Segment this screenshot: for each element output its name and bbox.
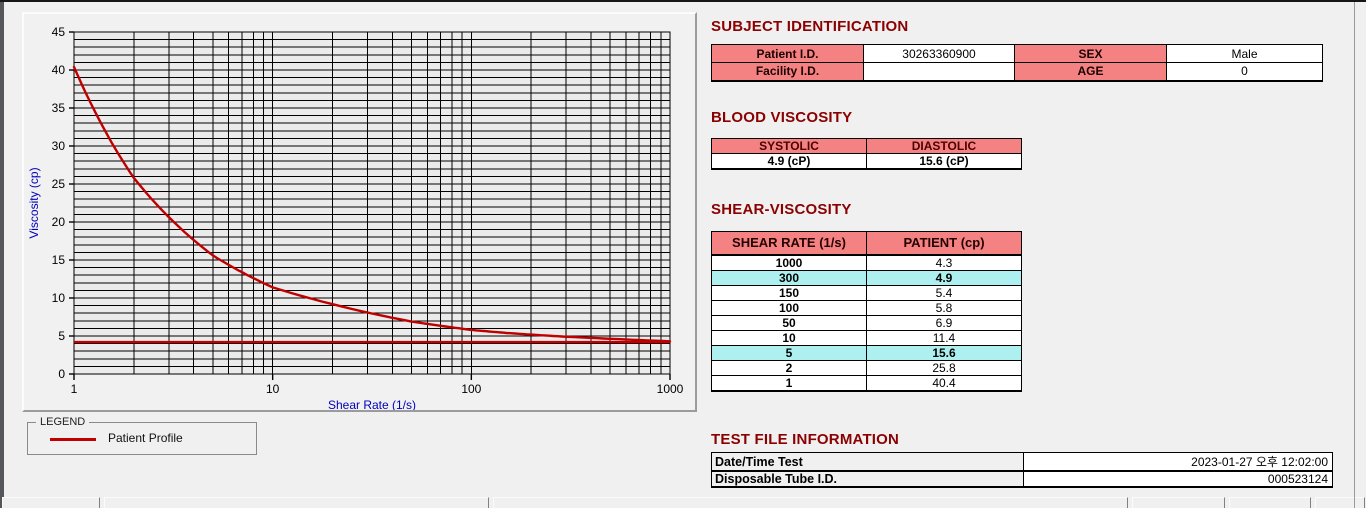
left-edge-strip xyxy=(0,2,4,508)
svg-text:0: 0 xyxy=(58,367,65,381)
right-edge-line xyxy=(1354,2,1355,508)
svg-text:1: 1 xyxy=(71,382,78,396)
shear-viscosity-row: 1 40.4 xyxy=(711,374,1022,391)
diastolic-value: 15.6 (cP) xyxy=(866,153,1022,170)
svg-text:40: 40 xyxy=(52,63,66,77)
bottom-panel-segment[interactable] xyxy=(104,497,489,508)
svg-text:Shear Rate (1/s): Shear Rate (1/s) xyxy=(328,398,416,410)
disposable-tube-id-label: Disposable Tube I.D. xyxy=(711,471,1024,488)
legend-title: LEGEND xyxy=(36,416,90,428)
svg-text:Viscosity (cp): Viscosity (cp) xyxy=(27,167,41,238)
shear-rate-cell: 1 xyxy=(711,374,867,391)
table-row: 4.9 (cP) 15.6 (cP) xyxy=(711,153,1022,170)
patient-cp-header: PATIENT (cp) xyxy=(866,231,1022,256)
facility-id-label: Facility I.D. xyxy=(711,62,864,81)
viscosity-chart: 0 5 10 15 20 25 30 35 40 45 1 10 100 1000 Shear Rate (… xyxy=(27,25,684,410)
svg-text:20: 20 xyxy=(52,215,66,229)
svg-text:35: 35 xyxy=(52,101,66,115)
bottom-panel-segment[interactable] xyxy=(2,497,100,508)
bottom-panel-segment[interactable] xyxy=(1132,497,1225,508)
diastolic-header: DIASTOLIC xyxy=(866,138,1022,154)
table-row: Date/Time Test 2023-01-27 오후 12:02:00 xyxy=(711,452,1333,472)
shear-viscosity-row: 5 15.6 xyxy=(711,344,1022,361)
patient-id-value: 30263360900 xyxy=(863,44,1015,63)
shear-rate-cell: 150 xyxy=(711,284,867,301)
shear-viscosity-table: SHEAR RATE (1/s) PATIENT (cp) 1000 4.3 300… xyxy=(711,231,1022,392)
table-row: Disposable Tube I.D. 000523124 xyxy=(711,471,1333,488)
patient-cp-cell: 4.9 xyxy=(866,269,1022,286)
shear-rate-cell: 300 xyxy=(711,269,867,286)
shear-viscosity-row: 1000 4.3 xyxy=(711,254,1022,271)
shear-rate-cell: 5 xyxy=(711,344,867,361)
patient-id-label: Patient I.D. xyxy=(711,44,864,63)
age-label: AGE xyxy=(1014,62,1167,81)
svg-text:5: 5 xyxy=(58,329,65,343)
shear-rate-cell: 2 xyxy=(711,359,867,376)
legend-line-sample xyxy=(50,438,96,441)
date-time-test-label: Date/Time Test xyxy=(711,452,1024,472)
patient-cp-cell: 4.3 xyxy=(866,254,1022,271)
patient-cp-cell: 11.4 xyxy=(866,329,1022,346)
shear-rate-cell: 10 xyxy=(711,329,867,346)
table-row: SYSTOLIC DIASTOLIC xyxy=(711,138,1022,154)
shear-viscosity-row: 50 6.9 xyxy=(711,314,1022,331)
patient-cp-cell: 5.8 xyxy=(866,299,1022,316)
date-time-test-value: 2023-01-27 오후 12:02:00 xyxy=(1023,452,1333,472)
svg-text:10: 10 xyxy=(52,291,66,305)
svg-text:100: 100 xyxy=(461,382,481,396)
shear-rate-cell: 1000 xyxy=(711,254,867,271)
viscosity-chart-panel: 0 5 10 15 20 25 30 35 40 45 1 10 100 1000 Shear Rate (… xyxy=(22,12,697,412)
patient-cp-cell: 25.8 xyxy=(866,359,1022,376)
legend-box: LEGEND Patient Profile xyxy=(27,416,257,455)
patient-cp-cell: 6.9 xyxy=(866,314,1022,331)
test-file-information-table: Date/Time Test 2023-01-27 오후 12:02:00 Di… xyxy=(711,452,1333,488)
shear-viscosity-row: 100 5.8 xyxy=(711,299,1022,316)
svg-text:45: 45 xyxy=(52,25,66,39)
table-header-row: SHEAR RATE (1/s) PATIENT (cp) xyxy=(711,231,1022,256)
facility-id-value xyxy=(863,62,1015,81)
test-file-information-title: TEST FILE INFORMATION xyxy=(711,431,900,448)
patient-cp-cell: 15.6 xyxy=(866,344,1022,361)
bottom-panel-segment[interactable] xyxy=(493,497,1128,508)
subject-identification-title: SUBJECT IDENTIFICATION xyxy=(711,18,909,35)
sex-label: SEX xyxy=(1014,44,1167,63)
shear-rate-header: SHEAR RATE (1/s) xyxy=(711,231,867,256)
bottom-panel-segment[interactable] xyxy=(1229,497,1311,508)
table-row: Patient I.D. 30263360900 SEX Male xyxy=(711,44,1323,63)
shear-rate-cell: 100 xyxy=(711,299,867,316)
blood-viscosity-table: SYSTOLIC DIASTOLIC 4.9 (cP) 15.6 (cP) xyxy=(711,138,1022,170)
systolic-value: 4.9 (cP) xyxy=(711,153,867,170)
bottom-panel-segment[interactable] xyxy=(1315,497,1365,508)
patient-cp-cell: 40.4 xyxy=(866,374,1022,391)
subject-identification-table: Patient I.D. 30263360900 SEX Male Facili… xyxy=(711,44,1323,82)
systolic-header: SYSTOLIC xyxy=(711,138,867,154)
shear-rate-cell: 50 xyxy=(711,314,867,331)
legend-series-label: Patient Profile xyxy=(108,431,183,445)
svg-text:15: 15 xyxy=(52,253,66,267)
sex-value: Male xyxy=(1166,44,1323,63)
age-value: 0 xyxy=(1166,62,1323,81)
svg-text:10: 10 xyxy=(266,382,280,396)
patient-cp-cell: 5.4 xyxy=(866,284,1022,301)
shear-viscosity-row: 150 5.4 xyxy=(711,284,1022,301)
shear-viscosity-title: SHEAR-VISCOSITY xyxy=(711,201,852,218)
shear-viscosity-row: 300 4.9 xyxy=(711,269,1022,286)
blood-viscosity-title: BLOOD VISCOSITY xyxy=(711,109,853,126)
shear-viscosity-row: 2 25.8 xyxy=(711,359,1022,376)
svg-text:30: 30 xyxy=(52,139,66,153)
svg-text:1000: 1000 xyxy=(657,382,684,396)
svg-text:25: 25 xyxy=(52,177,66,191)
shear-viscosity-row: 10 11.4 xyxy=(711,329,1022,346)
table-row: Facility I.D. AGE 0 xyxy=(711,62,1323,81)
disposable-tube-id-value: 000523124 xyxy=(1023,471,1333,488)
